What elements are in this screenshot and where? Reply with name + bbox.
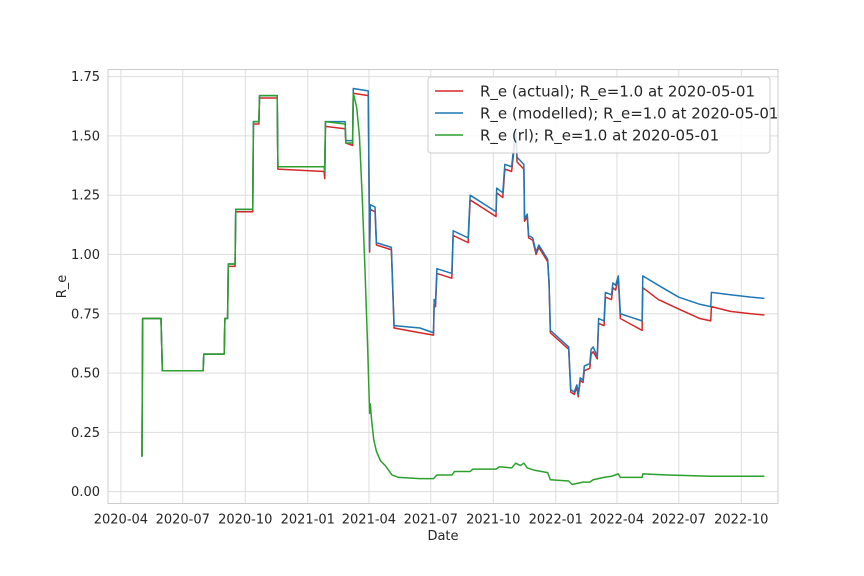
x-tick-label: 2022-01 [529, 513, 583, 528]
x-tick-label: 2021-01 [281, 513, 335, 528]
x-tick-labels: 2020-04 2020-07 2020-10 2021-01 2021-04 2021-… [94, 513, 769, 528]
y-axis-label: R_e [55, 275, 70, 299]
y-tick-label: 0.25 [71, 426, 100, 441]
x-tick-label: 2021-07 [404, 513, 458, 528]
x-tick-label: 2021-10 [466, 513, 520, 528]
y-tick-label: 1.25 [71, 189, 100, 204]
y-tick-labels: 0.00 0.25 0.50 0.75 1.00 1.25 1.50 1.75 [71, 70, 100, 500]
y-tick-label: 1.50 [71, 129, 100, 144]
series-line-3 [141, 92, 765, 486]
x-tick-label: 2020-10 [218, 513, 272, 528]
y-tick-label: 0.75 [71, 307, 100, 322]
legend-frame [427, 76, 771, 154]
legend-label: R_e (actual); R_e=1.0 at 2020-05-01 [480, 83, 755, 102]
y-tick-label: 1.75 [71, 70, 100, 85]
x-tick-label: 2022-04 [590, 513, 644, 528]
series-lines [141, 87, 765, 486]
y-tick-label: 0.50 [71, 367, 100, 382]
x-tick-label: 2020-07 [156, 513, 210, 528]
x-tick-label: 2022-10 [714, 513, 768, 528]
x-tick-label: 2020-04 [94, 513, 148, 528]
legend: R_e (actual); R_e=1.0 at 2020-05-01 R_e (… [427, 76, 778, 154]
plot-frame [107, 69, 779, 504]
legend-label: R_e (modelled); R_e=1.0 at 2020-05-01 [480, 105, 778, 124]
legend-label: R_e (rl); R_e=1.0 at 2020-05-01 [480, 127, 719, 146]
x-axis-label: Date [427, 529, 458, 544]
y-tick-label: 1.00 [71, 248, 100, 263]
y-tick-label: 0.00 [71, 485, 100, 500]
x-tick-label: 2021-04 [342, 513, 396, 528]
x-tick-label: 2022-07 [652, 513, 706, 528]
